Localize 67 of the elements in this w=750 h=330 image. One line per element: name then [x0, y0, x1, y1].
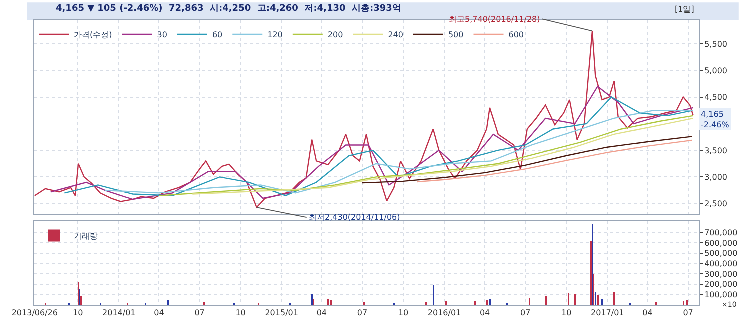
x-tick-label: 07 [357, 308, 368, 318]
bar [574, 294, 576, 305]
bar [330, 300, 332, 305]
legend-label: 30 [157, 30, 168, 40]
annotation: 최고5,740(2016/11/28) [449, 15, 540, 24]
annotation: 4,165 -2.46% [701, 110, 730, 130]
text: [1일] [675, 5, 694, 14]
y-tick-label: 4,500 [704, 93, 728, 102]
y-tick-label: 2,500 [704, 200, 728, 209]
x-tick-label: 07 [194, 308, 205, 318]
y-tick-label: 3,500 [704, 146, 728, 156]
y-tick-label: 5,500 [704, 40, 728, 49]
y-tick-label: 100,000 [704, 290, 738, 300]
y-tick-label: 3,000 [704, 172, 728, 182]
x-tick-label: 2016/01 [428, 308, 462, 318]
bar [363, 302, 365, 305]
bar [425, 302, 427, 305]
x-tick-label: 10 [73, 308, 84, 318]
x-tick-label: 04 [480, 308, 490, 318]
y-tick-label: 500,000 [704, 249, 738, 258]
legend-label: 120 [268, 30, 283, 40]
x-tick-label: 04 [642, 308, 653, 318]
bar [613, 292, 615, 305]
y-tick-label: 600,000 [704, 238, 738, 248]
y-tick-label: 400,000 [704, 259, 738, 268]
x-tick-label: 07 [683, 308, 694, 318]
bar [686, 300, 688, 305]
x-tick-label: 10 [398, 308, 409, 318]
y-tick-label: 700,000 [704, 228, 738, 238]
bar [486, 300, 488, 305]
x-tick-label: 10 [236, 308, 246, 318]
legend-label: 240 [388, 30, 404, 40]
legend-label: 200 [328, 30, 344, 40]
y-tick-label: 200,000 [704, 280, 738, 290]
bar [474, 301, 476, 305]
x-tick-label: 2014/01 [102, 308, 136, 318]
bar [445, 301, 447, 305]
bar [655, 302, 657, 305]
x-tick-label: 10 [562, 308, 572, 318]
bar [167, 300, 169, 305]
legend-label: 500 [448, 30, 464, 40]
line-series [416, 140, 693, 183]
bar [545, 296, 547, 305]
bar [597, 295, 599, 305]
y-tick-label: 5,000 [704, 66, 728, 76]
line-series [34, 30, 694, 208]
bar [601, 299, 603, 305]
x-tick-label: 2015/01 [265, 308, 298, 318]
bar [590, 241, 592, 305]
legend-label: 60 [212, 30, 223, 40]
x-tick-label: 07 [520, 308, 531, 318]
x-tick-label: 04 [154, 308, 164, 318]
annotation: 최저2,430(2014/11/06) [309, 213, 400, 222]
x-tick-label: 04 [316, 308, 328, 318]
y-tick-label: 300,000 [704, 270, 738, 279]
x-tick-label: 2013/06/26 [12, 308, 58, 318]
legend-label: 거래량 [74, 232, 98, 241]
bar [489, 299, 491, 305]
line-series [362, 136, 693, 184]
line-series [104, 110, 694, 194]
chart-title: 4,165 ▼ 105 (-2.46%) 72,863 시:4,250 고:4,260 저:4,130 시총:393억 [56, 4, 402, 14]
x-tick-label: 2017/01 [591, 308, 624, 318]
bar [311, 294, 313, 305]
bar [327, 299, 329, 305]
legend-label: 가격(수정) [74, 30, 112, 40]
bar [203, 302, 205, 305]
legend-label: 600 [508, 30, 524, 40]
